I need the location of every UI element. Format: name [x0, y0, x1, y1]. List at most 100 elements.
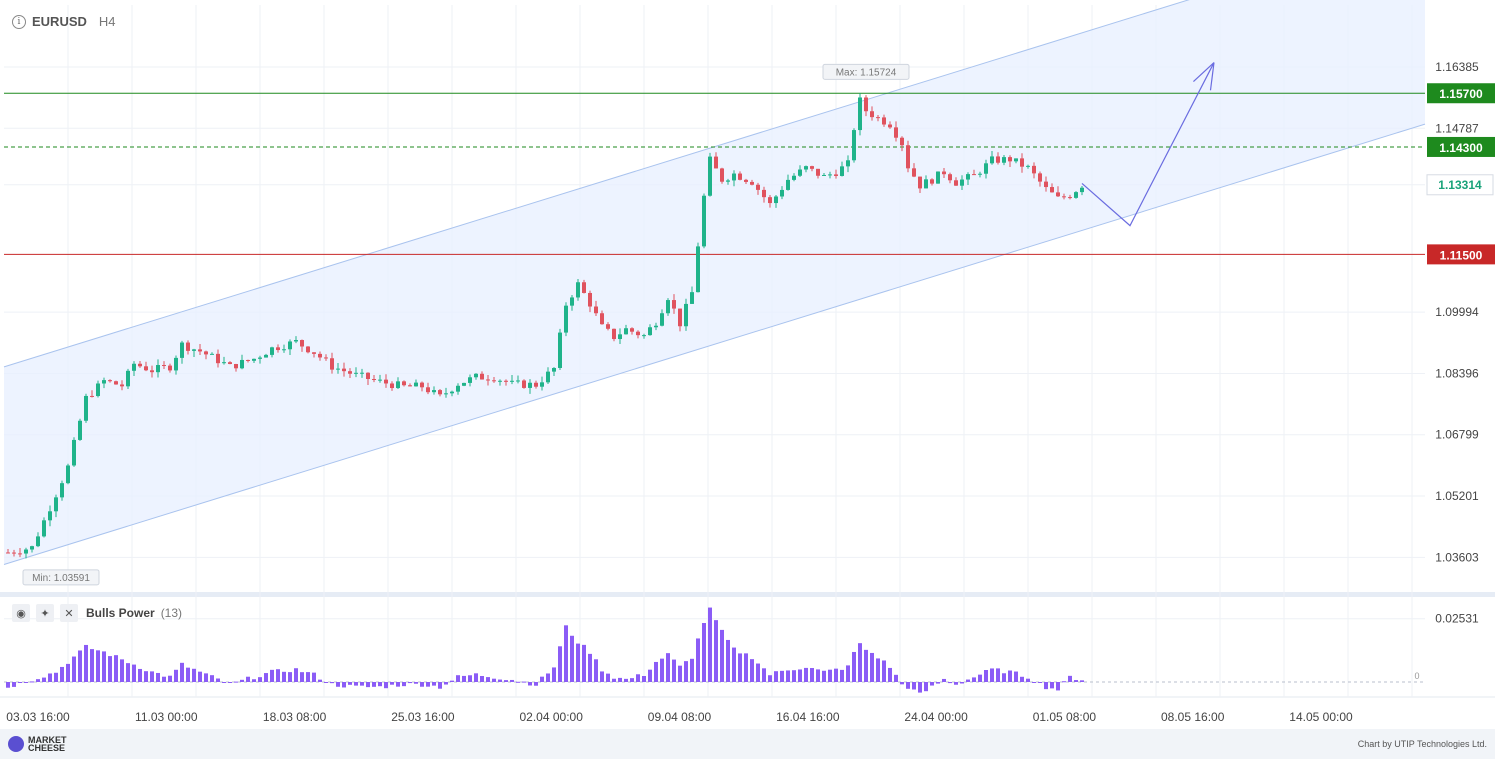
indicator-bar — [252, 679, 256, 682]
indicator-bar — [984, 670, 988, 682]
indicator-bar — [942, 678, 946, 682]
indicator-bar — [948, 682, 952, 684]
candle-body — [492, 380, 496, 382]
candle-body — [672, 300, 676, 309]
candle-body — [114, 381, 118, 385]
indicator-bar — [732, 647, 736, 682]
candle-body — [294, 340, 298, 342]
indicator-bar — [816, 669, 820, 682]
candle-body — [270, 347, 274, 355]
candle-body — [66, 465, 70, 484]
indicator-bar — [486, 677, 490, 682]
candle-body — [552, 367, 556, 372]
indicator-bar — [720, 629, 724, 682]
indicator-header: ◉ ✦ ✕ Bulls Power (13) — [12, 604, 182, 622]
candle-body — [186, 342, 190, 351]
x-tick-label: 18.03 08:00 — [263, 710, 327, 724]
y-tick-label: 1.06799 — [1435, 428, 1479, 442]
indicator-bar — [882, 660, 886, 682]
eye-icon[interactable]: ◉ — [12, 604, 30, 622]
indicator-bar — [612, 678, 616, 682]
indicator-bar — [924, 682, 928, 692]
brand-logo[interactable]: MARKET CHEESE — [8, 735, 67, 753]
indicator-bar — [150, 671, 154, 682]
candle-body — [1008, 157, 1012, 162]
indicator-bar — [522, 681, 526, 683]
candle-body — [408, 385, 412, 387]
candle-body — [1014, 158, 1018, 162]
y-tick-label: 1.09994 — [1435, 305, 1479, 319]
close-icon[interactable]: ✕ — [60, 604, 78, 622]
price-channel — [3, 0, 1426, 565]
indicator-bar — [288, 672, 292, 682]
candle-body — [168, 365, 172, 371]
candle-body — [648, 327, 652, 336]
candle-body — [426, 387, 430, 393]
indicator-bar — [726, 639, 730, 682]
indicator-bar — [414, 682, 418, 684]
indicator-bar — [936, 682, 940, 684]
candle-body — [720, 168, 724, 182]
indicator-bar — [210, 675, 214, 682]
candle-body — [180, 342, 184, 358]
y-axis: 1.16385 1.14787 1.09994 1.08396 1.06799 1.052… — [1414, 60, 1495, 681]
indicator-bar — [918, 682, 922, 693]
indicator-bar — [540, 676, 544, 682]
indicator-bar — [906, 682, 910, 689]
indicator-bar — [378, 682, 382, 687]
indicator-bars — [4, 607, 1425, 693]
candle-body — [1068, 197, 1072, 199]
indicator-bar — [894, 674, 898, 682]
indicator-bar — [372, 682, 376, 687]
candle-body — [912, 168, 916, 177]
indicator-bar — [990, 668, 994, 682]
indicator-bar — [576, 643, 580, 682]
candle-body — [438, 390, 442, 395]
candle-body — [600, 313, 604, 325]
candle-body — [240, 359, 244, 369]
candle-body — [510, 380, 514, 382]
candle-body — [738, 173, 742, 180]
candle-body — [450, 391, 454, 394]
indicator-bar — [276, 669, 280, 682]
candle-body — [348, 371, 352, 374]
indicator-bar — [390, 682, 394, 685]
indicator-bar — [810, 668, 814, 682]
indicator-bar — [432, 682, 436, 686]
indicator-bar — [330, 682, 334, 684]
chart-header: i EURUSD H4 — [12, 14, 116, 29]
info-icon[interactable]: i — [12, 14, 26, 29]
indicator-bar — [492, 678, 496, 682]
brand-line1: MARKET — [28, 735, 67, 745]
indicator-bar — [630, 678, 634, 682]
symbol-label: EURUSD — [32, 14, 87, 29]
indicator-bar — [1026, 678, 1030, 682]
timeframe-label[interactable]: H4 — [98, 14, 116, 29]
chart[interactable]: 1.16385 1.14787 1.09994 1.08396 1.06799 1.052… — [0, 0, 1495, 729]
candle-body — [726, 180, 730, 182]
wrench-icon[interactable]: ✦ — [36, 604, 54, 622]
indicator-bar — [132, 664, 136, 682]
candle-body — [642, 335, 646, 337]
candle-body — [300, 340, 304, 347]
indicator-bar — [30, 681, 34, 683]
indicator-bar — [600, 671, 604, 682]
indicator-bar — [552, 667, 556, 682]
indicator-bar — [108, 656, 112, 682]
candle-body — [576, 282, 580, 298]
indicator-bar — [840, 669, 844, 682]
min-label: Min: 1.03591 — [32, 573, 90, 584]
candle-body — [24, 549, 28, 554]
indicator-bar — [546, 673, 550, 682]
level-price-label: 1.15700 — [1439, 87, 1483, 101]
candle-body — [528, 382, 532, 388]
indicator-bar — [684, 661, 688, 682]
candle-body — [696, 246, 700, 293]
indicator-bar — [66, 663, 70, 682]
candle-body — [996, 156, 1000, 163]
candle-body — [870, 111, 874, 118]
candle-body — [138, 363, 142, 367]
indicator-bar — [264, 673, 268, 682]
indicator-bar — [258, 677, 262, 682]
candle-body — [900, 137, 904, 146]
